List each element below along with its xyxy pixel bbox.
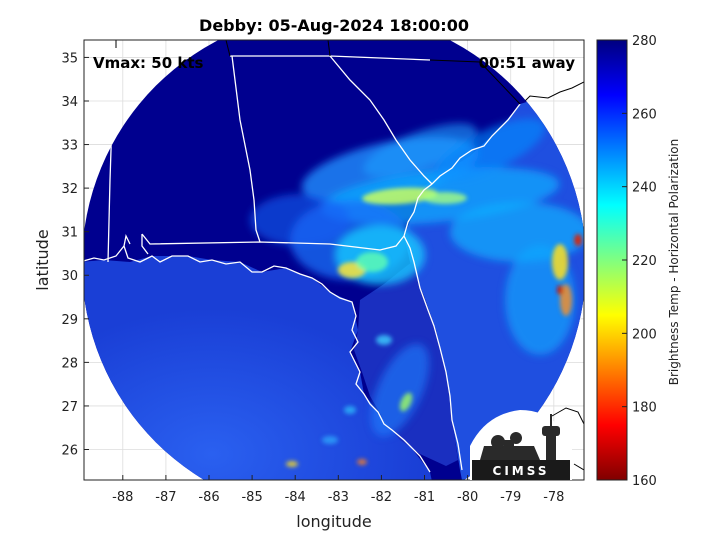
chart-title: Debby: 05-Aug-2024 18:00:00 bbox=[199, 16, 469, 35]
logo-tank bbox=[542, 426, 560, 436]
x-tick-label: -85 bbox=[241, 490, 262, 505]
y-tick-label: 26 bbox=[61, 444, 78, 459]
colorbar-tick-label: 200 bbox=[632, 327, 657, 342]
vmax-label: Vmax: 50 kts bbox=[93, 54, 203, 72]
time-away-label: 00:51 away bbox=[479, 54, 576, 72]
logo-text: CIMSS bbox=[493, 464, 550, 478]
logo-building bbox=[480, 440, 540, 460]
x-tick-label: -80 bbox=[457, 490, 478, 505]
x-tick-label: -86 bbox=[198, 490, 219, 505]
colorbar-label: Brightness Temp - Horizontal Polarizatio… bbox=[667, 139, 681, 386]
logo-dish-left bbox=[491, 435, 505, 449]
colorbar-tick-label: 220 bbox=[632, 254, 657, 269]
y-tick-label: 31 bbox=[61, 226, 78, 241]
x-tick-label: -84 bbox=[285, 490, 306, 505]
storm-warm-cores bbox=[286, 187, 582, 467]
x-tick-labels: -88 -87 -86 -85 -84 -83 -82 -81 -80 -79 -78 bbox=[112, 490, 564, 505]
colorbar: 280 260 240 220 200 180 160 Brightness Temp - … bbox=[596, 34, 681, 489]
plot-area bbox=[83, 39, 585, 481]
y-tick-label: 35 bbox=[61, 51, 78, 66]
colorbar-tick-label: 160 bbox=[632, 474, 657, 489]
y-tick-label: 30 bbox=[61, 269, 78, 284]
axes-box bbox=[83, 39, 585, 481]
x-tick-label: -79 bbox=[500, 490, 521, 505]
x-tick-label: -87 bbox=[155, 490, 176, 505]
y-tick-label: 27 bbox=[61, 400, 78, 415]
y-tick-labels: 35 34 33 32 31 30 29 28 27 26 bbox=[61, 51, 78, 458]
outside-swath-borders bbox=[115, 40, 521, 105]
x-tick-label: -78 bbox=[543, 490, 564, 505]
y-axis-label: latitude bbox=[33, 229, 52, 290]
logo-bar bbox=[472, 460, 570, 480]
cimss-logo: CIMSS bbox=[470, 410, 572, 480]
x-tick-label: -83 bbox=[328, 490, 349, 505]
colorbar-ticks: 280 260 240 220 200 180 160 bbox=[622, 34, 657, 489]
x-tick-label: -81 bbox=[414, 490, 435, 505]
y-tick-label: 33 bbox=[61, 139, 78, 154]
logo-tower bbox=[546, 432, 556, 460]
y-tick-label: 29 bbox=[61, 313, 78, 328]
colorbar-tick-label: 240 bbox=[632, 181, 657, 196]
x-axis-label: longitude bbox=[296, 512, 371, 531]
x-tick-label: -88 bbox=[112, 490, 133, 505]
colorbar-tick-label: 260 bbox=[632, 107, 657, 122]
microwave-swath bbox=[84, 40, 584, 480]
y-tick-label: 32 bbox=[61, 182, 78, 197]
x-tick-label: -82 bbox=[371, 490, 392, 505]
colorbar-tick-label: 280 bbox=[632, 34, 657, 49]
y-tick-label: 34 bbox=[61, 95, 78, 110]
colorbar-tick-label: 180 bbox=[632, 401, 657, 416]
logo-dish-right bbox=[510, 432, 522, 444]
y-tick-label: 28 bbox=[61, 356, 78, 371]
